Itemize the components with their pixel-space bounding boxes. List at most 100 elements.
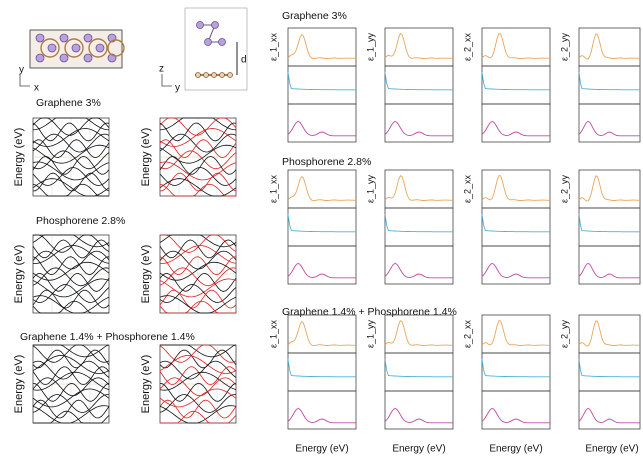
- spectrum: [579, 321, 640, 346]
- spectrum-axes: [579, 246, 640, 284]
- spectrum: [385, 408, 453, 422]
- y-axis-label: ε_1_yy: [365, 174, 375, 203]
- spectrum: [288, 177, 356, 201]
- spectrum-axes: [288, 208, 356, 246]
- y-axis-label: ε_2_yy: [559, 32, 569, 61]
- panel-title: Graphene 1.4% + Phosphorene 1.4%: [282, 306, 457, 318]
- y-axis-label: Energy (eV): [13, 355, 25, 414]
- x-axis-label: Energy (eV): [585, 444, 638, 455]
- spectrum-axes: [385, 170, 453, 208]
- spectrum-axes: [385, 104, 453, 142]
- spectrum: [579, 34, 640, 59]
- y-axis-label: ε_1_xx: [268, 319, 278, 348]
- spectrum: [288, 35, 356, 59]
- spectrum-axes: [288, 353, 356, 391]
- spectrum: [385, 263, 453, 277]
- spectrum: [288, 263, 356, 277]
- spectrum-axes: [482, 28, 550, 66]
- spectrum-axes: [288, 28, 356, 66]
- x-axis-label: Energy (eV): [489, 444, 542, 455]
- y-axis-label: ε_1_yy: [365, 319, 375, 348]
- axis-label: z: [159, 64, 164, 75]
- spectrum-axes: [385, 66, 453, 104]
- y-axis-label: ε_2_yy: [559, 174, 569, 203]
- spectrum-axes: [385, 315, 453, 353]
- spectrum: [579, 359, 640, 377]
- spectrum: [385, 359, 453, 377]
- spectrum: [579, 121, 640, 135]
- structure-side: [162, 8, 247, 90]
- spectrum-axes: [579, 208, 640, 246]
- spectrum: [482, 408, 550, 422]
- spectrum-axes: [288, 66, 356, 104]
- distance-label: d: [241, 55, 247, 66]
- spectrum-axes: [482, 170, 550, 208]
- spectrum-axes: [288, 315, 356, 353]
- spectrum-axes: [288, 170, 356, 208]
- y-axis-label: Energy (eV): [13, 245, 25, 304]
- axis-label: y: [19, 65, 24, 76]
- spectrum: [482, 72, 550, 90]
- spectrum-axes: [385, 246, 453, 284]
- spectrum-axes: [579, 66, 640, 104]
- spectrum-axes: [579, 353, 640, 391]
- x-axis-label: Energy (eV): [392, 444, 445, 455]
- spectrum: [579, 176, 640, 201]
- spectrum-axes: [482, 391, 550, 429]
- spectrum-axes: [288, 391, 356, 429]
- spectrum-axes: [482, 104, 550, 142]
- spectrum: [288, 408, 356, 422]
- spectrum-axes: [385, 391, 453, 429]
- spectrum: [385, 321, 453, 346]
- spectrum-axes: [482, 353, 550, 391]
- spectrum-axes: [579, 170, 640, 208]
- spectrum: [288, 214, 356, 232]
- figure: y x d z y Graphene 3% Energy (eV) Energy (…: [0, 0, 643, 456]
- spectrum-axes: [482, 246, 550, 284]
- panel-title: Graphene 3%: [282, 10, 347, 22]
- x-axis-label: Energy (eV): [295, 444, 348, 455]
- y-axis-label: ε_1_xx: [268, 32, 278, 61]
- spectrum: [288, 121, 356, 135]
- spectrum-axes: [579, 104, 640, 142]
- spectrum: [385, 121, 453, 135]
- y-axis-label: ε_2_yy: [559, 319, 569, 348]
- spectrum: [288, 72, 356, 90]
- spectrum: [482, 359, 550, 377]
- spectrum: [579, 263, 640, 277]
- panel-title: Graphene 3%: [36, 97, 101, 109]
- y-axis-label: Energy (eV): [140, 355, 152, 414]
- spectrum: [482, 121, 550, 135]
- spectrum-axes: [579, 391, 640, 429]
- spectrum: [385, 176, 453, 201]
- spectrum: [482, 214, 550, 232]
- y-axis-label: ε_2_xx: [462, 32, 472, 61]
- spectrum: [482, 263, 550, 277]
- spectrum: [385, 214, 453, 232]
- panel-title: Phosphorene 2.8%: [36, 215, 125, 227]
- spectrum: [579, 408, 640, 422]
- spectrum: [385, 72, 453, 90]
- y-axis-label: ε_1_xx: [268, 174, 278, 203]
- spectrum: [288, 359, 356, 377]
- y-axis-label: ε_1_yy: [365, 32, 375, 61]
- y-axis-label: ε_2_xx: [462, 319, 472, 348]
- spectrum-axes: [579, 28, 640, 66]
- structure-top: [20, 30, 124, 86]
- spectrum-axes: [482, 66, 550, 104]
- spectrum-axes: [385, 208, 453, 246]
- axis-label: y: [175, 83, 180, 94]
- spectrum: [579, 214, 640, 232]
- spectrum-axes: [288, 246, 356, 284]
- spectrum-axes: [482, 208, 550, 246]
- y-axis-label: Energy (eV): [140, 245, 152, 304]
- y-axis-label: Energy (eV): [140, 128, 152, 187]
- spectrum: [482, 321, 550, 346]
- y-axis-label: Energy (eV): [13, 128, 25, 187]
- spectrum-axes: [482, 315, 550, 353]
- spectrum-axes: [579, 315, 640, 353]
- panel-title: Phosphorene 2.8%: [282, 156, 371, 168]
- axis-label: x: [34, 83, 39, 94]
- spectrum-axes: [385, 353, 453, 391]
- spectrum-axes: [288, 104, 356, 142]
